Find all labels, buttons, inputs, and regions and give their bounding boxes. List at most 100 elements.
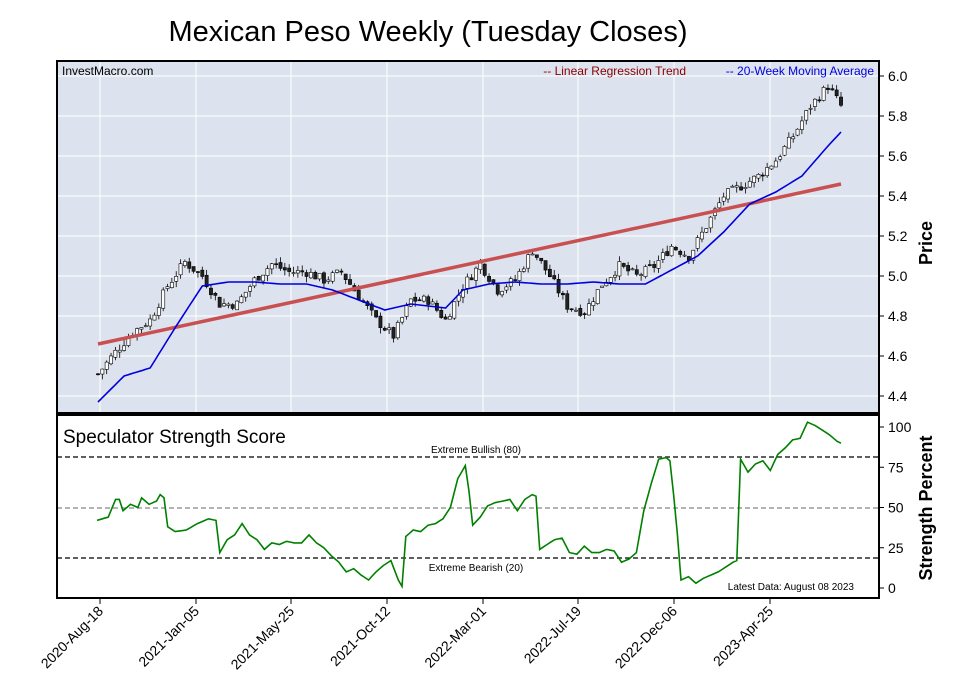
strength-tick-label: 75 bbox=[888, 459, 904, 475]
candle-body bbox=[265, 268, 270, 276]
candle-body bbox=[313, 272, 318, 280]
candle-body bbox=[443, 316, 448, 320]
price-y-ticks: 6.0 5.8 5.6 5.4 5.2 5.0 4.8 4.6 4.4 bbox=[879, 68, 908, 404]
price-tick-label: 4.4 bbox=[888, 388, 908, 404]
candle-body bbox=[634, 269, 639, 275]
price-gridlines bbox=[57, 61, 879, 413]
candle-body bbox=[322, 272, 326, 284]
candle-body bbox=[691, 249, 696, 261]
candle-body bbox=[621, 263, 626, 267]
candle-body bbox=[374, 310, 378, 318]
candle-body bbox=[574, 309, 578, 312]
candle-body bbox=[626, 265, 630, 272]
price-tick-label: 4.8 bbox=[888, 308, 908, 324]
candle-body bbox=[704, 228, 709, 233]
candle-body bbox=[734, 185, 739, 188]
candle-body bbox=[104, 361, 109, 370]
x-tick-label: 2023-Apr-25 bbox=[710, 603, 776, 669]
candle-body bbox=[469, 277, 474, 281]
candle-body bbox=[282, 267, 287, 271]
candle-body bbox=[183, 261, 187, 266]
candle-body bbox=[109, 355, 113, 365]
price-tick-label: 5.4 bbox=[888, 188, 908, 204]
candle-body bbox=[165, 286, 170, 289]
candle-body bbox=[595, 289, 600, 304]
candle-body bbox=[213, 292, 218, 296]
candle-body bbox=[404, 305, 409, 317]
candle-body bbox=[452, 301, 457, 319]
candle-body bbox=[782, 146, 787, 156]
candle-body bbox=[639, 274, 644, 276]
candle-body bbox=[261, 274, 266, 282]
candle-body bbox=[256, 276, 261, 281]
candle-body bbox=[817, 99, 822, 102]
candle-body bbox=[343, 273, 348, 280]
candle-body bbox=[191, 266, 196, 272]
candle-body bbox=[587, 303, 591, 316]
candle-body bbox=[678, 250, 683, 255]
candle-body bbox=[278, 262, 283, 269]
candle-body bbox=[547, 268, 552, 278]
legend-moving-average: -- 20-Week Moving Average bbox=[726, 64, 875, 78]
strength-score-line bbox=[96, 421, 842, 590]
candle-body bbox=[556, 278, 561, 294]
price-candles bbox=[96, 84, 843, 380]
candle-body bbox=[721, 196, 726, 202]
candle-body bbox=[695, 237, 700, 249]
x-axis-ticks: 2020-Aug-18 2021-Jan-05 2021-May-25 2021-Oc… bbox=[38, 598, 776, 672]
x-tick-label: 2022-Jul-19 bbox=[521, 603, 585, 667]
candle-body bbox=[778, 156, 783, 160]
candle-body bbox=[652, 264, 657, 268]
candle-body bbox=[552, 275, 557, 280]
candle-body bbox=[113, 349, 118, 358]
candle-body bbox=[200, 269, 205, 277]
strength-tick-label: 50 bbox=[888, 500, 904, 516]
candle-body bbox=[517, 271, 522, 281]
candle-body bbox=[565, 293, 570, 310]
candle-body bbox=[239, 296, 244, 304]
candle-body bbox=[617, 261, 622, 277]
candle-body bbox=[300, 270, 305, 273]
candle-body bbox=[630, 268, 635, 271]
candle-body bbox=[578, 307, 583, 316]
candle-body bbox=[287, 267, 292, 272]
candle-body bbox=[269, 263, 274, 270]
candle-body bbox=[487, 276, 491, 282]
x-tick-label: 2022-Mar-01 bbox=[421, 603, 489, 671]
candle-body bbox=[543, 260, 548, 271]
candle-body bbox=[821, 87, 826, 101]
candle-body bbox=[708, 216, 713, 229]
source-label: InvestMacro.com bbox=[62, 64, 153, 78]
candle-body bbox=[808, 107, 813, 110]
chart-title: Mexican Peso Weekly (Tuesday Closes) bbox=[169, 16, 688, 48]
legend-trend: -- Linear Regression Trend bbox=[543, 64, 686, 78]
candle-body bbox=[656, 260, 661, 269]
candle-body bbox=[839, 96, 843, 106]
candle-body bbox=[582, 313, 587, 315]
price-tick-label: 5.6 bbox=[888, 148, 908, 164]
candle-body bbox=[600, 285, 604, 288]
candle-body bbox=[504, 286, 509, 291]
candle-body bbox=[747, 180, 752, 188]
price-tick-label: 5.8 bbox=[888, 108, 908, 124]
candle-body bbox=[530, 253, 535, 256]
candle-body bbox=[430, 301, 435, 305]
x-tick-label: 2022-Dec-06 bbox=[612, 603, 681, 672]
candle-body bbox=[148, 318, 153, 327]
candle-body bbox=[395, 322, 400, 339]
price-tick-label: 5.0 bbox=[888, 268, 908, 284]
candle-body bbox=[156, 307, 161, 316]
candle-body bbox=[391, 327, 396, 339]
latest-data-label: Latest Data: August 08 2023 bbox=[728, 582, 855, 593]
extreme-bearish-label: Extreme Bearish (20) bbox=[429, 563, 523, 574]
candle-body bbox=[387, 327, 392, 331]
candle-body bbox=[235, 300, 239, 311]
candle-body bbox=[795, 128, 800, 136]
candle-body bbox=[813, 98, 817, 107]
strength-tick-label: 0 bbox=[888, 580, 896, 596]
candle-body bbox=[534, 254, 539, 258]
x-tick-label: 2020-Aug-18 bbox=[38, 603, 107, 672]
candle-body bbox=[382, 327, 387, 331]
candle-body bbox=[222, 303, 226, 307]
